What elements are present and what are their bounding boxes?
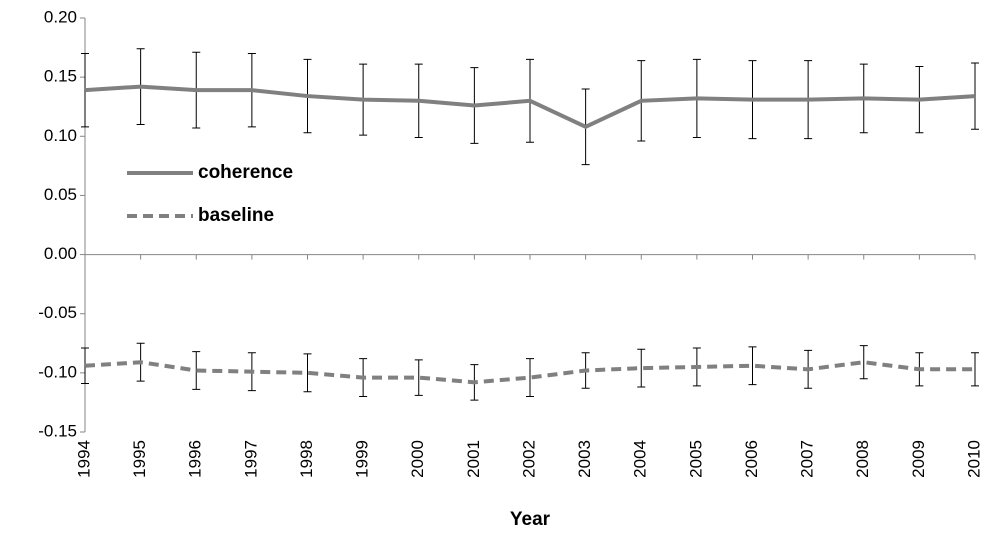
x-tick-label: 2003: [575, 440, 594, 478]
y-tick-label: -0.15: [38, 421, 77, 440]
x-tick-label: 1996: [186, 440, 205, 478]
error-bar: [637, 348, 646, 388]
x-tick-label: 2010: [964, 440, 983, 478]
x-tick-label: 1997: [241, 440, 260, 478]
x-axis-label: Year: [510, 509, 551, 530]
error-bar: [303, 353, 312, 393]
error-bar: [748, 346, 757, 386]
series-line: [84, 84, 976, 130]
y-tick-label: 0.20: [44, 7, 77, 26]
x-tick-label: 2008: [853, 440, 872, 478]
series-line: [84, 360, 975, 385]
error-bar: [526, 358, 534, 398]
error-bar: [192, 351, 201, 390]
y-tick-label: 0.10: [44, 126, 77, 145]
y-tick-label: -0.10: [38, 362, 77, 381]
error-bar: [414, 359, 423, 396]
x-tick-label: 2000: [408, 440, 427, 478]
error-bar: [859, 345, 868, 380]
x-tick-label: 1999: [353, 440, 372, 478]
x-tick-label: 1998: [297, 440, 316, 478]
legend-label: coherence: [198, 162, 293, 183]
y-tick-label: 0.15: [44, 67, 77, 86]
x-tick-label: 2004: [631, 440, 650, 478]
error-bar: [971, 352, 979, 387]
x-tick-label: 2009: [909, 440, 928, 478]
x-tick-label: 2006: [742, 440, 761, 478]
x-tick-label: 2001: [464, 440, 483, 478]
x-tick-label: 1994: [74, 440, 93, 478]
y-tick-label: 0.05: [44, 185, 77, 204]
legend-label: baseline: [198, 205, 274, 226]
y-tick-label: 0.00: [44, 244, 77, 263]
x-tick-label: 2007: [798, 440, 817, 478]
x-tick-label: 2002: [519, 440, 538, 478]
error-bar: [81, 52, 89, 128]
x-tick-label: 2005: [686, 440, 705, 478]
y-tick-label: -0.05: [38, 303, 77, 322]
x-tick-label: 1995: [130, 440, 149, 478]
